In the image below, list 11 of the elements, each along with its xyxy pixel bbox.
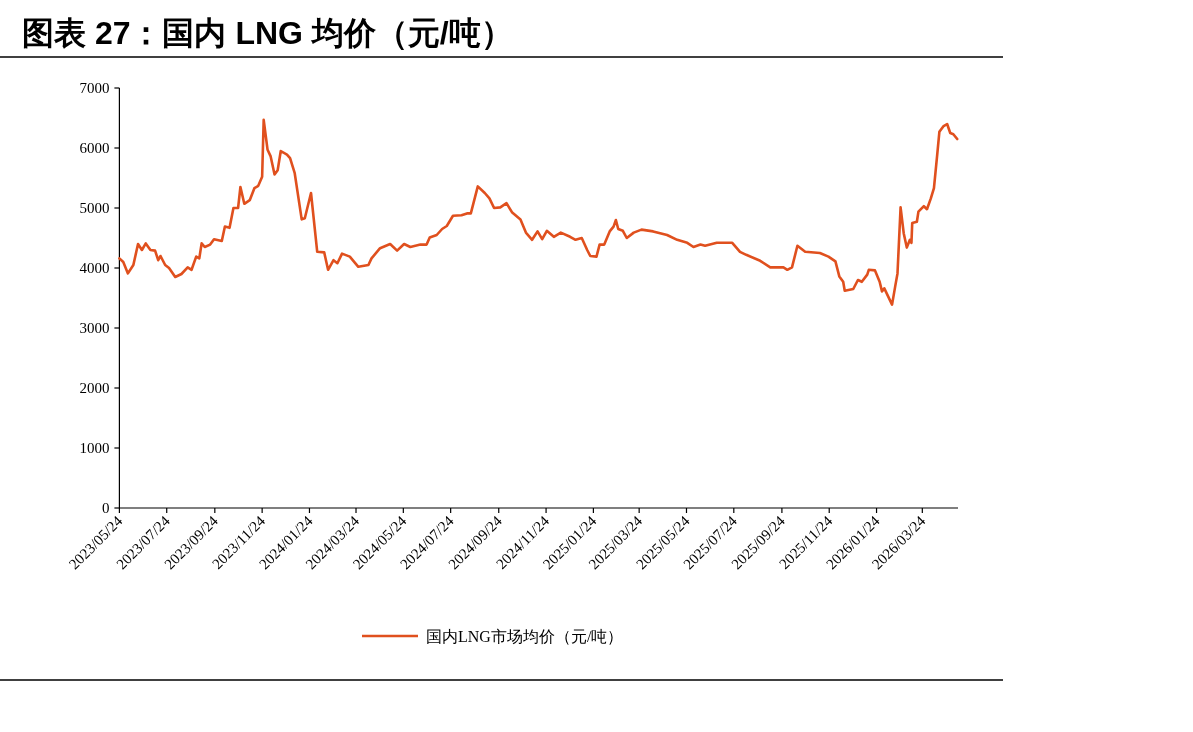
chart-title: 图表 27：国内 LNG 均价（元/吨） — [22, 15, 513, 51]
y-tick-label: 7000 — [79, 80, 110, 96]
y-tick-label: 3000 — [79, 320, 110, 336]
y-tick-label: 5000 — [79, 200, 110, 216]
line-series — [118, 118, 959, 306]
legend-label: 国内LNG市场均价（元/吨） — [426, 628, 624, 645]
y-tick-label: 0 — [101, 500, 110, 516]
y-tick-label: 2000 — [79, 380, 110, 396]
y-tick-label: 4000 — [79, 260, 110, 276]
y-tick-label: 1000 — [79, 440, 110, 456]
y-tick-label: 6000 — [79, 140, 110, 156]
